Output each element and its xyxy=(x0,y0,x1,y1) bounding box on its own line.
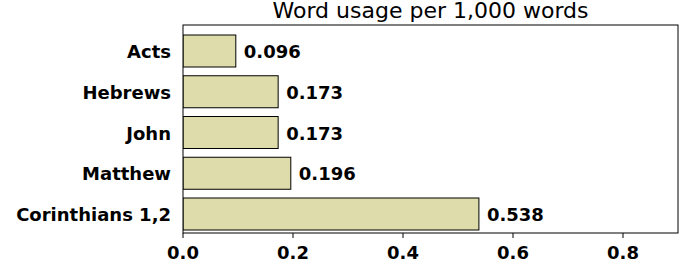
category-label: Corinthians 1,2 xyxy=(16,204,171,225)
tick-label: 0.6 xyxy=(497,242,529,263)
category-label: Hebrews xyxy=(82,82,171,103)
bar xyxy=(183,117,278,149)
data-label: 0.538 xyxy=(487,204,544,225)
tick-mark xyxy=(403,233,404,238)
bar xyxy=(183,157,291,189)
tick-label: 0.4 xyxy=(387,242,419,263)
chart-svg: Word usage per 1,000 words Acts 0.096 Hebre… xyxy=(0,0,679,271)
bar xyxy=(183,76,278,108)
data-label: 0.173 xyxy=(286,123,343,144)
data-label: 0.196 xyxy=(299,163,356,184)
labels: Acts 0.096 Hebrews 0.173 John 0.173 Matthew 0.1… xyxy=(16,41,544,225)
bar xyxy=(183,35,236,67)
tick-label: 0.8 xyxy=(607,242,639,263)
plot-frame xyxy=(183,25,678,233)
category-label: Acts xyxy=(127,41,171,62)
tick-mark xyxy=(513,233,514,238)
tick-mark xyxy=(183,233,184,238)
tick-label: 0.2 xyxy=(277,242,309,263)
bars xyxy=(183,35,479,230)
category-label: John xyxy=(124,123,171,144)
tick-mark xyxy=(293,233,294,238)
category-label: Matthew xyxy=(82,163,171,184)
tick-mark xyxy=(623,233,624,238)
data-label: 0.173 xyxy=(286,82,343,103)
chart-container: Word usage per 1,000 words Acts 0.096 Hebre… xyxy=(0,0,679,271)
data-label: 0.096 xyxy=(244,41,301,62)
tick-label: 0.0 xyxy=(167,242,199,263)
title: Word usage per 1,000 words xyxy=(273,0,589,23)
bar xyxy=(183,198,479,230)
